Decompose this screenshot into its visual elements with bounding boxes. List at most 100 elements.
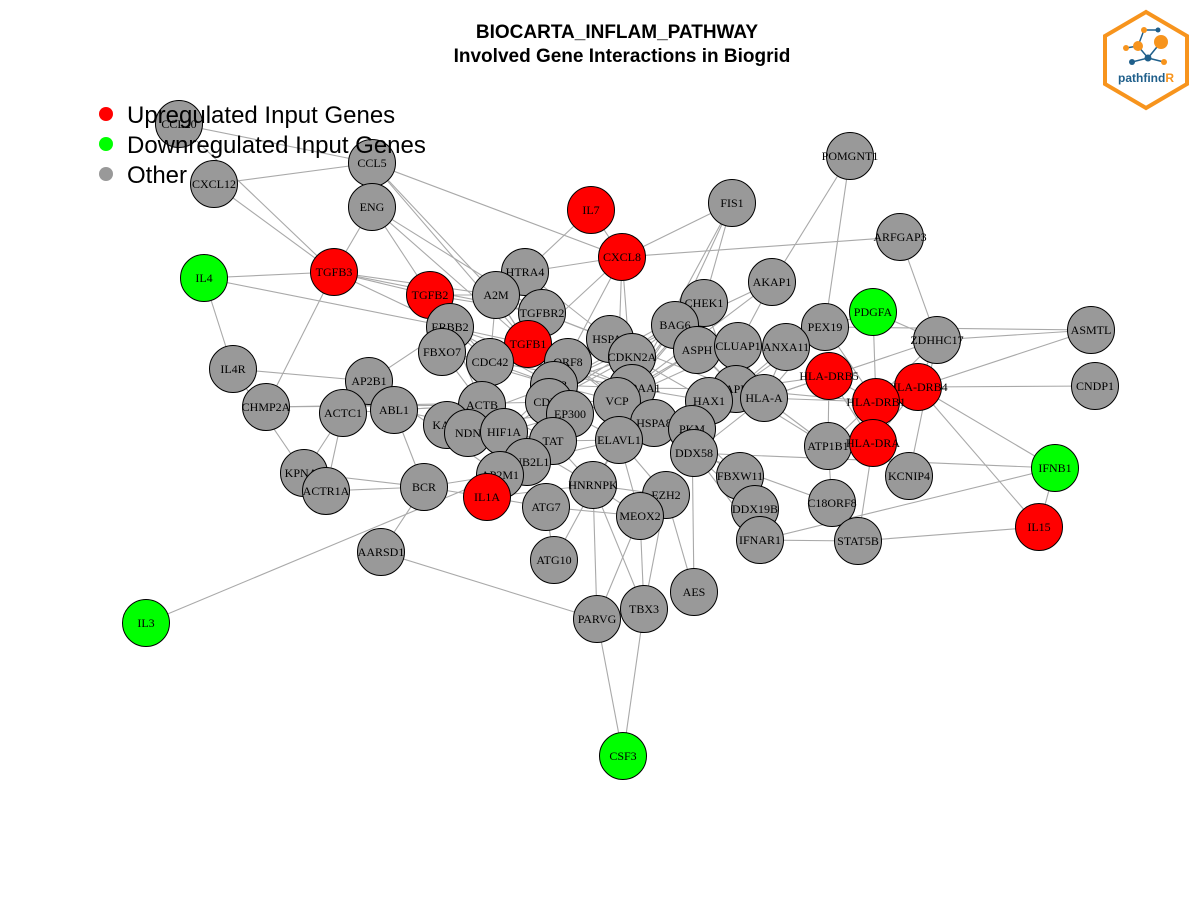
node-label-chmp2a: CHMP2A — [242, 400, 291, 414]
node-layer: CCL20 CXCL12 CCL5 ENG IL7 FIS1 POMGNT1 ARFGAP3 I… — [122, 100, 1119, 780]
node-circle-aes — [670, 568, 718, 616]
node-label-ep300: EP300 — [554, 407, 586, 421]
node-circle-cxcl12 — [190, 160, 238, 208]
node-circle-bcr — [400, 463, 448, 511]
node-label-atg10: ATG10 — [536, 553, 571, 567]
edge-hla-drb4-cndp1 — [917, 385, 1096, 388]
node-label-pomgnt1: POMGNT1 — [822, 149, 879, 163]
node-label-hif1a: HIF1A — [487, 425, 521, 439]
node-il7: IL7 — [567, 186, 615, 234]
node-label-il1a: IL1A — [474, 490, 500, 504]
edge-pomgnt1-akap1 — [771, 155, 851, 283]
node-circle-aarsd1 — [357, 528, 405, 576]
title-line-2: Involved Gene Interactions in Biogrid — [454, 46, 791, 67]
node-circle-chmp2a — [242, 383, 290, 431]
node-label-cdc42: CDC42 — [472, 355, 509, 369]
node-label-parvg: PARVG — [578, 612, 617, 626]
title: BIOCARTA_INFLAM_PATHWAY Involved Gene In… — [454, 22, 791, 67]
node-label-ccl5: CCL5 — [357, 156, 386, 170]
node-label-il15: IL15 — [1027, 520, 1050, 534]
node-circle-zdhhc17 — [913, 316, 961, 364]
node-hla-drb4: HLA-DRB4 — [888, 363, 948, 411]
legend-item-up: Upregulated Input Genes — [99, 102, 395, 129]
node-label-il7: IL7 — [582, 203, 599, 217]
node-cndp1: CNDP1 — [1071, 362, 1119, 410]
pathfindr-logo: pathfindR — [1103, 9, 1189, 111]
legend-dot-other — [99, 167, 113, 181]
node-label-ezh2: EZH2 — [651, 488, 680, 502]
node-tgfb1: TGFB1 — [504, 320, 552, 368]
node-il15: IL15 — [1015, 503, 1063, 551]
node-label-anxa11: ANXA11 — [763, 340, 809, 354]
node-arfgap3: ARFGAP3 — [873, 213, 927, 261]
node-label-asmtl: ASMTL — [1071, 323, 1112, 337]
node-label-fbxo7: FBXO7 — [423, 345, 461, 359]
node-circle-hla-a — [740, 374, 788, 422]
edge-ifnar1-ifnb1 — [759, 467, 1056, 541]
node-atg10: ATG10 — [530, 536, 578, 584]
node-fbxo7: FBXO7 — [418, 328, 466, 376]
node-stat5b: STAT5B — [834, 517, 882, 565]
node-label-eng: ENG — [360, 200, 385, 214]
node-label-fbxw11: FBXW11 — [717, 469, 763, 483]
node-parvg: PARVG — [573, 595, 621, 643]
node-circle-atg7 — [522, 483, 570, 531]
node-circle-eng — [348, 183, 396, 231]
node-tgfb3: TGFB3 — [310, 248, 358, 296]
node-circle-il4 — [180, 254, 228, 302]
node-label-actb: ACTB — [466, 398, 498, 412]
legend-item-down: Downregulated Input Genes — [99, 132, 426, 159]
node-circle-meox2 — [616, 492, 664, 540]
node-label-c18orf8: C18ORF8 — [807, 496, 856, 510]
node-a2m: A2M — [472, 271, 520, 319]
legend-dot-down — [99, 137, 113, 151]
node-ifnar1: IFNAR1 — [736, 516, 784, 564]
node-circle-ifnb1 — [1031, 444, 1079, 492]
node-meox2: MEOX2 — [616, 492, 664, 540]
node-abl1: ABL1 — [370, 386, 418, 434]
node-label-tgfb2: TGFB2 — [412, 288, 449, 302]
edge-ccl5-cxcl8 — [371, 162, 623, 258]
node-label-actc1: ACTC1 — [324, 406, 362, 420]
node-circle-tgfb3 — [310, 248, 358, 296]
edge-il4-erbb2 — [203, 277, 451, 328]
edge-zdhhc17-asmtl — [936, 329, 1092, 341]
node-circle-il1a — [463, 473, 511, 521]
node-ddx58: DDX58 — [670, 429, 718, 477]
node-circle-stat5b — [834, 517, 882, 565]
edge-il15-stat5b — [857, 526, 1040, 542]
edge-ccl5-a2m — [371, 162, 497, 296]
node-label-hax1: HAX1 — [693, 394, 725, 408]
node-label-il4r: IL4R — [220, 362, 245, 376]
edge-asmtl-hla-drb4 — [917, 329, 1092, 388]
node-tbx3: TBX3 — [620, 585, 668, 633]
node-label-pex19: PEX19 — [808, 320, 843, 334]
node-eng: ENG — [348, 183, 396, 231]
legend-label-down: Downregulated Input Genes — [127, 132, 426, 159]
node-circle-actr1a — [302, 467, 350, 515]
node-label-ndn: NDN — [455, 426, 481, 440]
node-ccl5: CCL5 — [348, 139, 396, 187]
node-circle-atg10 — [530, 536, 578, 584]
node-circle-tbx3 — [620, 585, 668, 633]
node-atg7: ATG7 — [522, 483, 570, 531]
node-label-cdkn2a: CDKN2A — [608, 350, 657, 364]
node-label-actr1a: ACTR1A — [303, 484, 350, 498]
node-label-kcnip4: KCNIP4 — [888, 469, 930, 483]
node-cxcl8: CXCL8 — [598, 233, 646, 281]
node-circle-asmtl — [1067, 306, 1115, 354]
node-c18orf8: C18ORF8 — [807, 479, 857, 527]
node-atp1b1: ATP1B1 — [804, 422, 852, 470]
node-label-atg7: ATG7 — [531, 500, 560, 514]
node-circle-il7 — [567, 186, 615, 234]
node-label-meox2: MEOX2 — [619, 509, 660, 523]
node-circle-il4r — [209, 345, 257, 393]
node-akap1: AKAP1 — [748, 258, 796, 306]
node-label-hla-drb5: HLA-DRB5 — [799, 369, 858, 383]
node-bcr: BCR — [400, 463, 448, 511]
edge-cxcl12-ccl5 — [213, 162, 373, 185]
node-label-aarsd1: AARSD1 — [358, 545, 405, 559]
node-label-cxcl12: CXCL12 — [192, 177, 236, 191]
edge-aarsd1-parvg — [380, 551, 598, 620]
node-cluap1: CLUAP1 — [714, 322, 762, 370]
